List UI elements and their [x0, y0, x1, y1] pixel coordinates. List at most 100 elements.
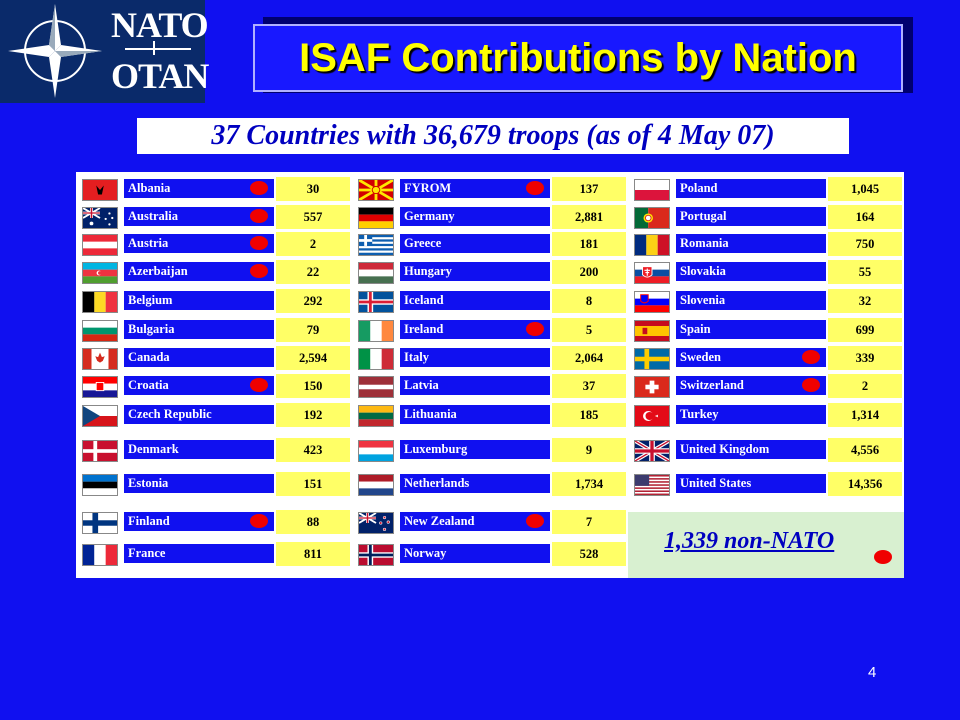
country-name: United States — [676, 474, 826, 493]
troop-count: 5 — [552, 318, 626, 342]
country-row: Estonia 151 — [76, 470, 352, 498]
flag-iceland-icon — [358, 291, 394, 313]
country-row: Sweden 339 — [628, 344, 904, 372]
country-row: United Kingdom 4,556 — [628, 436, 904, 464]
non-nato-dot — [802, 378, 820, 392]
troop-count: 137 — [552, 177, 626, 201]
country-name: Canada — [124, 348, 274, 367]
country-column-3: Poland 1,045 Portugal 164 Romania 750 Slovakia… — [628, 172, 904, 578]
troop-count: 699 — [828, 318, 902, 342]
page-number: 4 — [868, 664, 877, 681]
country-row: Croatia 150 — [76, 372, 352, 400]
country-row: New Zealand 7 — [352, 508, 628, 536]
country-name: Albania — [124, 179, 274, 198]
flag-germany-icon — [358, 207, 394, 229]
country-name: Azerbaijan — [124, 262, 274, 281]
nato-logo: NATO OTAN — [0, 0, 209, 103]
flag-romania-icon — [634, 234, 670, 256]
country-name: Greece — [400, 234, 550, 253]
country-name: Norway — [400, 544, 550, 563]
troop-count: 2,594 — [276, 346, 350, 370]
country-row: Azerbaijan 22 — [76, 258, 352, 286]
country-row: Germany 2,881 — [352, 203, 628, 231]
flag-united-states-icon — [634, 474, 670, 496]
country-name: Germany — [400, 207, 550, 226]
flag-greece-icon — [358, 234, 394, 256]
country-row: Latvia 37 — [352, 372, 628, 400]
country-row: Romania 750 — [628, 230, 904, 258]
troop-count: 14,356 — [828, 472, 902, 496]
flag-luxemburg-icon — [358, 440, 394, 462]
troop-count: 22 — [276, 260, 350, 284]
troop-count: 811 — [276, 542, 350, 566]
non-nato-dot — [250, 209, 268, 223]
country-row: Portugal 164 — [628, 203, 904, 231]
troop-count: 192 — [276, 403, 350, 427]
non-nato-dot — [250, 514, 268, 528]
country-name: Netherlands — [400, 474, 550, 493]
country-name: United Kingdom — [676, 440, 826, 459]
country-row: Australia 557 — [76, 203, 352, 231]
country-row: Finland 88 — [76, 508, 352, 536]
country-row: Norway 528 — [352, 540, 628, 568]
flag-france-icon — [82, 544, 118, 566]
country-row: Austria 2 — [76, 230, 352, 258]
troop-count: 32 — [828, 289, 902, 313]
country-name: New Zealand — [400, 512, 550, 531]
troop-count: 181 — [552, 232, 626, 256]
country-row: FYROM 137 — [352, 175, 628, 203]
country-name: Turkey — [676, 405, 826, 424]
flag-azerbaijan-icon — [82, 262, 118, 284]
country-row: France 811 — [76, 540, 352, 568]
flag-new-zealand-icon — [358, 512, 394, 534]
page-title: ISAF Contributions by Nation — [299, 35, 857, 80]
flag-norway-icon — [358, 544, 394, 566]
troop-count: 88 — [276, 510, 350, 534]
troop-count: 423 — [276, 438, 350, 462]
country-name: Iceland — [400, 291, 550, 310]
troop-count: 1,734 — [552, 472, 626, 496]
non-nato-dot — [526, 181, 544, 195]
flag-fyrom-icon — [358, 179, 394, 201]
troop-count: 150 — [276, 374, 350, 398]
troop-count: 200 — [552, 260, 626, 284]
troop-count: 2,064 — [552, 346, 626, 370]
troop-count: 9 — [552, 438, 626, 462]
contributions-table: Albania 30 Australia 557 Austria 2 Azerbaijan 2… — [76, 172, 904, 578]
country-name: Slovakia — [676, 262, 826, 281]
troop-count: 185 — [552, 403, 626, 427]
flag-poland-icon — [634, 179, 670, 201]
flag-canada-icon — [82, 348, 118, 370]
flag-lithuania-icon — [358, 405, 394, 427]
country-name: Hungary — [400, 262, 550, 281]
country-row: Iceland 8 — [352, 287, 628, 315]
country-row: Belgium 292 — [76, 287, 352, 315]
troop-count: 151 — [276, 472, 350, 496]
flag-slovakia-icon — [634, 262, 670, 284]
country-row: Slovakia 55 — [628, 258, 904, 286]
country-row: Turkey 1,314 — [628, 401, 904, 429]
country-name: Lithuania — [400, 405, 550, 424]
flag-croatia-icon — [82, 376, 118, 398]
logo-otan-text: OTAN — [111, 56, 209, 96]
flag-ireland-icon — [358, 320, 394, 342]
flag-finland-icon — [82, 512, 118, 534]
flag-turkey-icon — [634, 405, 670, 427]
troop-count: 4,556 — [828, 438, 902, 462]
country-name: Portugal — [676, 207, 826, 226]
country-row: Ireland 5 — [352, 316, 628, 344]
troop-count: 164 — [828, 205, 902, 229]
flag-denmark-icon — [82, 440, 118, 462]
country-row: Hungary 200 — [352, 258, 628, 286]
subtitle: 37 Countries with 36,679 troops (as of 4… — [137, 118, 849, 154]
flag-bulgaria-icon — [82, 320, 118, 342]
flag-spain-icon — [634, 320, 670, 342]
country-name: Slovenia — [676, 291, 826, 310]
flag-switzerland-icon — [634, 376, 670, 398]
country-name: Australia — [124, 207, 274, 226]
troop-count: 79 — [276, 318, 350, 342]
logo-nato-text: NATO — [111, 5, 209, 45]
non-nato-dot — [526, 514, 544, 528]
troop-count: 37 — [552, 374, 626, 398]
country-row: United States 14,356 — [628, 470, 904, 498]
